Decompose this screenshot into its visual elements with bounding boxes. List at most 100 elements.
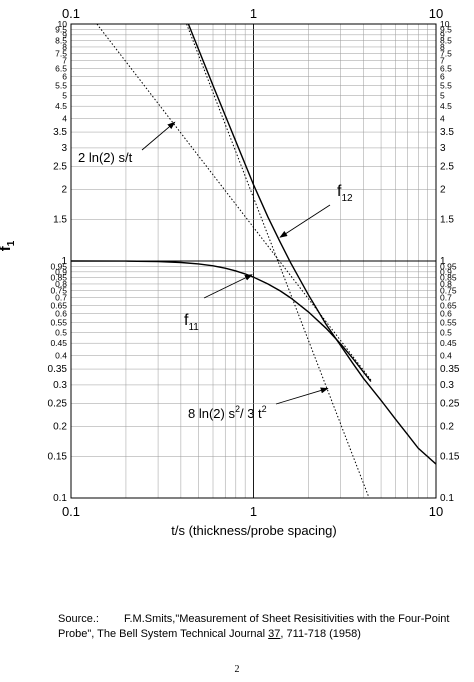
y-tick-label-left: 6 [62, 72, 67, 82]
y-tick-label-left: 0.65 [50, 300, 67, 310]
source-line-1: F.M.Smits,"Measurement of Sheet Resisiti… [124, 613, 450, 625]
y-axis-label-base: f [0, 245, 14, 251]
y-tick-label-left: 1 [61, 256, 67, 267]
y-tick-label-right: 7 [440, 56, 445, 66]
y-tick-label-right: 0.15 [440, 451, 460, 462]
y-tick-label-right: 9.5 [440, 24, 452, 34]
source-line-2-pre: Probe", The Bell System Technical Journa… [58, 628, 269, 640]
y-tick-label-left: 0.45 [50, 338, 67, 348]
y-tick-label-right: 6.5 [440, 63, 452, 73]
y-tick-label-right: 4 [440, 113, 445, 123]
y-tick-label-right: 8.5 [440, 36, 452, 46]
annotation-text: 8 ln(2) s [188, 406, 235, 421]
y-tick-label-right: 2.5 [440, 162, 454, 173]
page-number: 2 [234, 664, 240, 675]
y-tick-label-left: 9 [62, 30, 67, 40]
y-tick-label-left: 0.8 [55, 279, 67, 289]
y-tick-label-left: 3 [61, 143, 67, 154]
y-tick-label-right: 7.5 [440, 49, 452, 59]
series-line [187, 24, 436, 465]
y-tick-label-right: 0.45 [440, 338, 457, 348]
y-tick-label-left: 0.4 [55, 350, 67, 360]
x-tick-label-top: 1 [250, 6, 257, 21]
y-tick-label-left: 0.95 [50, 261, 67, 271]
annotation-arrow [279, 204, 331, 238]
y-tick-label-left: 10 [58, 19, 68, 29]
annotation-arrow [141, 121, 176, 151]
y-tick-label-left: 4.5 [55, 101, 67, 111]
series-line [186, 24, 370, 498]
y-tick-label-left: 5 [62, 90, 67, 100]
y-tick-label-right: 0.55 [440, 318, 457, 328]
series-group [71, 24, 436, 498]
x-tick-label-bottom: 1 [250, 504, 257, 519]
y-tick-label-right: 0.75 [440, 286, 457, 296]
x-axis-label: t/s (thickness/probe spacing) [171, 523, 336, 538]
y-tick-label-right: 1.5 [440, 214, 454, 225]
annotation-arrow [275, 387, 329, 405]
y-tick-label-left: 7 [62, 56, 67, 66]
y-tick-label-right: 2 [440, 185, 446, 196]
annotation-sup: 2 [235, 404, 240, 414]
y-tick-label-left: 6.5 [55, 63, 67, 73]
series-line [96, 24, 372, 381]
y-tick-label-right: 0.25 [440, 399, 460, 410]
y-tick-label-left: 2.5 [53, 162, 67, 173]
y-tick-label-right: 0.1 [440, 493, 454, 504]
annotation-label-f11: f11 [184, 312, 199, 333]
y-tick-label-right: 0.4 [440, 350, 452, 360]
y-tick-label-left: 0.55 [50, 318, 67, 328]
y-tick-label-left: 7.5 [55, 49, 67, 59]
y-tick-label-left: 0.85 [50, 273, 67, 283]
y-tick-label-left: 0.75 [50, 286, 67, 296]
y-tick-label-left: 9.5 [55, 24, 67, 34]
source-label: Source.: [58, 613, 99, 625]
y-tick-label-left: 0.7 [55, 293, 67, 303]
y-tick-label-right: 5 [440, 90, 445, 100]
source-volume: 37 [268, 628, 281, 640]
annotation-base: f [184, 312, 189, 329]
annotation-arrow [203, 274, 253, 299]
annotation-sub: 11 [188, 322, 199, 333]
annotation-label-s-over-t: 2 ln(2) s/t [78, 150, 133, 165]
source-citation: Source.: F.M.Smits,"Measurement of Sheet … [58, 612, 458, 642]
annotation-label-f12: f12 [337, 183, 353, 204]
y-tick-label-left: 8 [62, 42, 67, 52]
y-tick-label-right: 0.95 [440, 261, 457, 271]
y-tick-label-left: 0.2 [53, 422, 67, 433]
y-tick-label-left: 0.5 [55, 327, 67, 337]
y-tick-label-right: 9 [440, 30, 445, 40]
y-tick-label-right: 0.35 [440, 364, 460, 375]
y-tick-label-right: 0.65 [440, 300, 457, 310]
y-tick-label-left: 0.6 [55, 309, 67, 319]
y-tick-label-right: 0.8 [440, 279, 452, 289]
y-tick-label-right: 0.6 [440, 309, 452, 319]
y-tick-label-left: 0.35 [48, 364, 68, 375]
y-tick-label-right: 0.9 [440, 267, 452, 277]
y-axis-label-sub: 1 [6, 240, 17, 246]
y-tick-label-right: 1 [440, 256, 446, 267]
x-tick-label-bottom: 10 [429, 504, 443, 519]
annotation-sup-2: 2 [262, 404, 267, 414]
y-tick-label-left: 2 [61, 185, 67, 196]
y-tick-label-right: 0.7 [440, 293, 452, 303]
y-tick-label-right: 0.85 [440, 273, 457, 283]
y-tick-label-right: 5.5 [440, 81, 452, 91]
y-tick-label-right: 0.5 [440, 327, 452, 337]
y-tick-label-left: 0.1 [53, 493, 67, 504]
y-tick-label-left: 3.5 [53, 127, 67, 138]
annotation-label-s2-over-t2: 8 ln(2) s2/ 3 t2 [188, 404, 267, 421]
y-tick-label-right: 4.5 [440, 101, 452, 111]
x-tick-label-top: 10 [429, 6, 443, 21]
y-tick-label-right: 6 [440, 72, 445, 82]
annotation-base: f [337, 183, 342, 200]
y-tick-label-left: 0.9 [55, 267, 67, 277]
y-tick-label-right: 3 [440, 143, 446, 154]
annotation-sub: 12 [341, 193, 353, 204]
y-tick-label-left: 0.25 [48, 399, 68, 410]
y-tick-label-left: 5.5 [55, 81, 67, 91]
annotation-text-2: / 3 t [240, 406, 262, 421]
